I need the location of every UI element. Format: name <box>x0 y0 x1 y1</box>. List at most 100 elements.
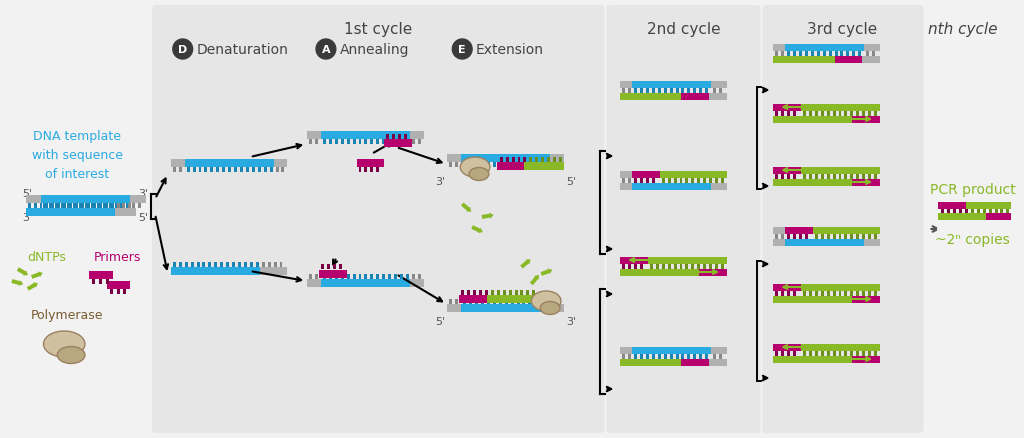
Bar <box>179 168 181 173</box>
Bar <box>850 112 853 117</box>
Bar <box>697 265 700 269</box>
Bar <box>553 158 556 162</box>
Bar <box>793 52 796 57</box>
Bar <box>463 162 466 168</box>
Bar <box>833 291 836 297</box>
Bar <box>26 208 115 216</box>
Text: PCR product: PCR product <box>930 183 1016 197</box>
Bar <box>28 204 31 208</box>
Bar <box>775 291 778 297</box>
Bar <box>623 179 626 184</box>
Bar <box>670 89 673 94</box>
Bar <box>864 45 880 52</box>
Bar <box>685 265 688 269</box>
Bar <box>509 290 512 295</box>
Bar <box>55 204 58 208</box>
Bar <box>335 140 338 145</box>
Bar <box>388 274 391 279</box>
Bar <box>775 52 778 57</box>
Bar <box>839 112 842 117</box>
Bar <box>866 52 869 57</box>
Bar <box>267 262 270 267</box>
Bar <box>839 234 842 240</box>
Bar <box>801 168 880 175</box>
Bar <box>862 291 865 297</box>
Bar <box>787 175 791 180</box>
Bar <box>384 140 412 148</box>
Bar <box>793 112 796 117</box>
Bar <box>856 351 859 356</box>
Bar <box>447 155 461 162</box>
Bar <box>550 155 564 162</box>
Bar <box>130 195 146 204</box>
Bar <box>833 234 836 240</box>
Bar <box>173 168 176 173</box>
Bar <box>511 162 514 168</box>
Bar <box>505 162 508 168</box>
Ellipse shape <box>541 302 560 315</box>
Bar <box>833 112 836 117</box>
Bar <box>820 234 823 240</box>
Bar <box>456 299 459 304</box>
Bar <box>703 265 707 269</box>
Bar <box>640 265 643 269</box>
Bar <box>529 158 532 162</box>
Bar <box>376 140 379 145</box>
Bar <box>479 290 482 295</box>
Bar <box>621 94 682 101</box>
Ellipse shape <box>57 347 85 364</box>
Bar <box>710 265 712 269</box>
Bar <box>382 274 385 279</box>
Bar <box>550 304 564 312</box>
Bar <box>516 299 519 304</box>
Bar <box>799 234 802 240</box>
Bar <box>640 179 643 184</box>
Circle shape <box>316 40 336 60</box>
Bar <box>532 290 536 295</box>
Bar <box>793 351 796 356</box>
Text: Extension: Extension <box>476 43 544 57</box>
Bar <box>450 162 453 168</box>
Bar <box>868 351 871 356</box>
Bar <box>371 168 374 173</box>
Bar <box>868 234 871 240</box>
Text: nth cycle: nth cycle <box>928 22 997 37</box>
Text: 3': 3' <box>138 189 148 198</box>
Bar <box>652 354 654 359</box>
Ellipse shape <box>460 158 489 177</box>
Bar <box>197 262 200 267</box>
Bar <box>787 291 791 297</box>
Bar <box>535 299 538 304</box>
Bar <box>234 168 237 173</box>
Bar <box>634 354 637 359</box>
Bar <box>994 209 997 213</box>
Bar <box>621 347 632 354</box>
Bar <box>238 262 241 267</box>
Bar <box>486 299 489 304</box>
Bar <box>874 175 877 180</box>
Bar <box>463 299 466 304</box>
Bar <box>715 265 718 269</box>
Bar <box>323 274 326 279</box>
Bar <box>371 274 374 279</box>
Bar <box>650 265 653 269</box>
Bar <box>693 354 696 359</box>
Bar <box>341 140 344 145</box>
Bar <box>70 204 72 208</box>
Bar <box>632 347 711 354</box>
Bar <box>652 89 654 94</box>
Bar <box>787 52 791 57</box>
FancyArrow shape <box>16 268 28 276</box>
Bar <box>335 274 338 279</box>
Bar <box>258 168 261 173</box>
Bar <box>983 209 986 213</box>
Bar <box>680 179 682 184</box>
Bar <box>657 89 660 94</box>
Bar <box>365 168 368 173</box>
Bar <box>850 351 853 356</box>
Bar <box>874 351 877 356</box>
Bar <box>623 265 626 269</box>
Bar <box>321 265 324 269</box>
Ellipse shape <box>531 291 561 311</box>
Bar <box>190 262 194 267</box>
